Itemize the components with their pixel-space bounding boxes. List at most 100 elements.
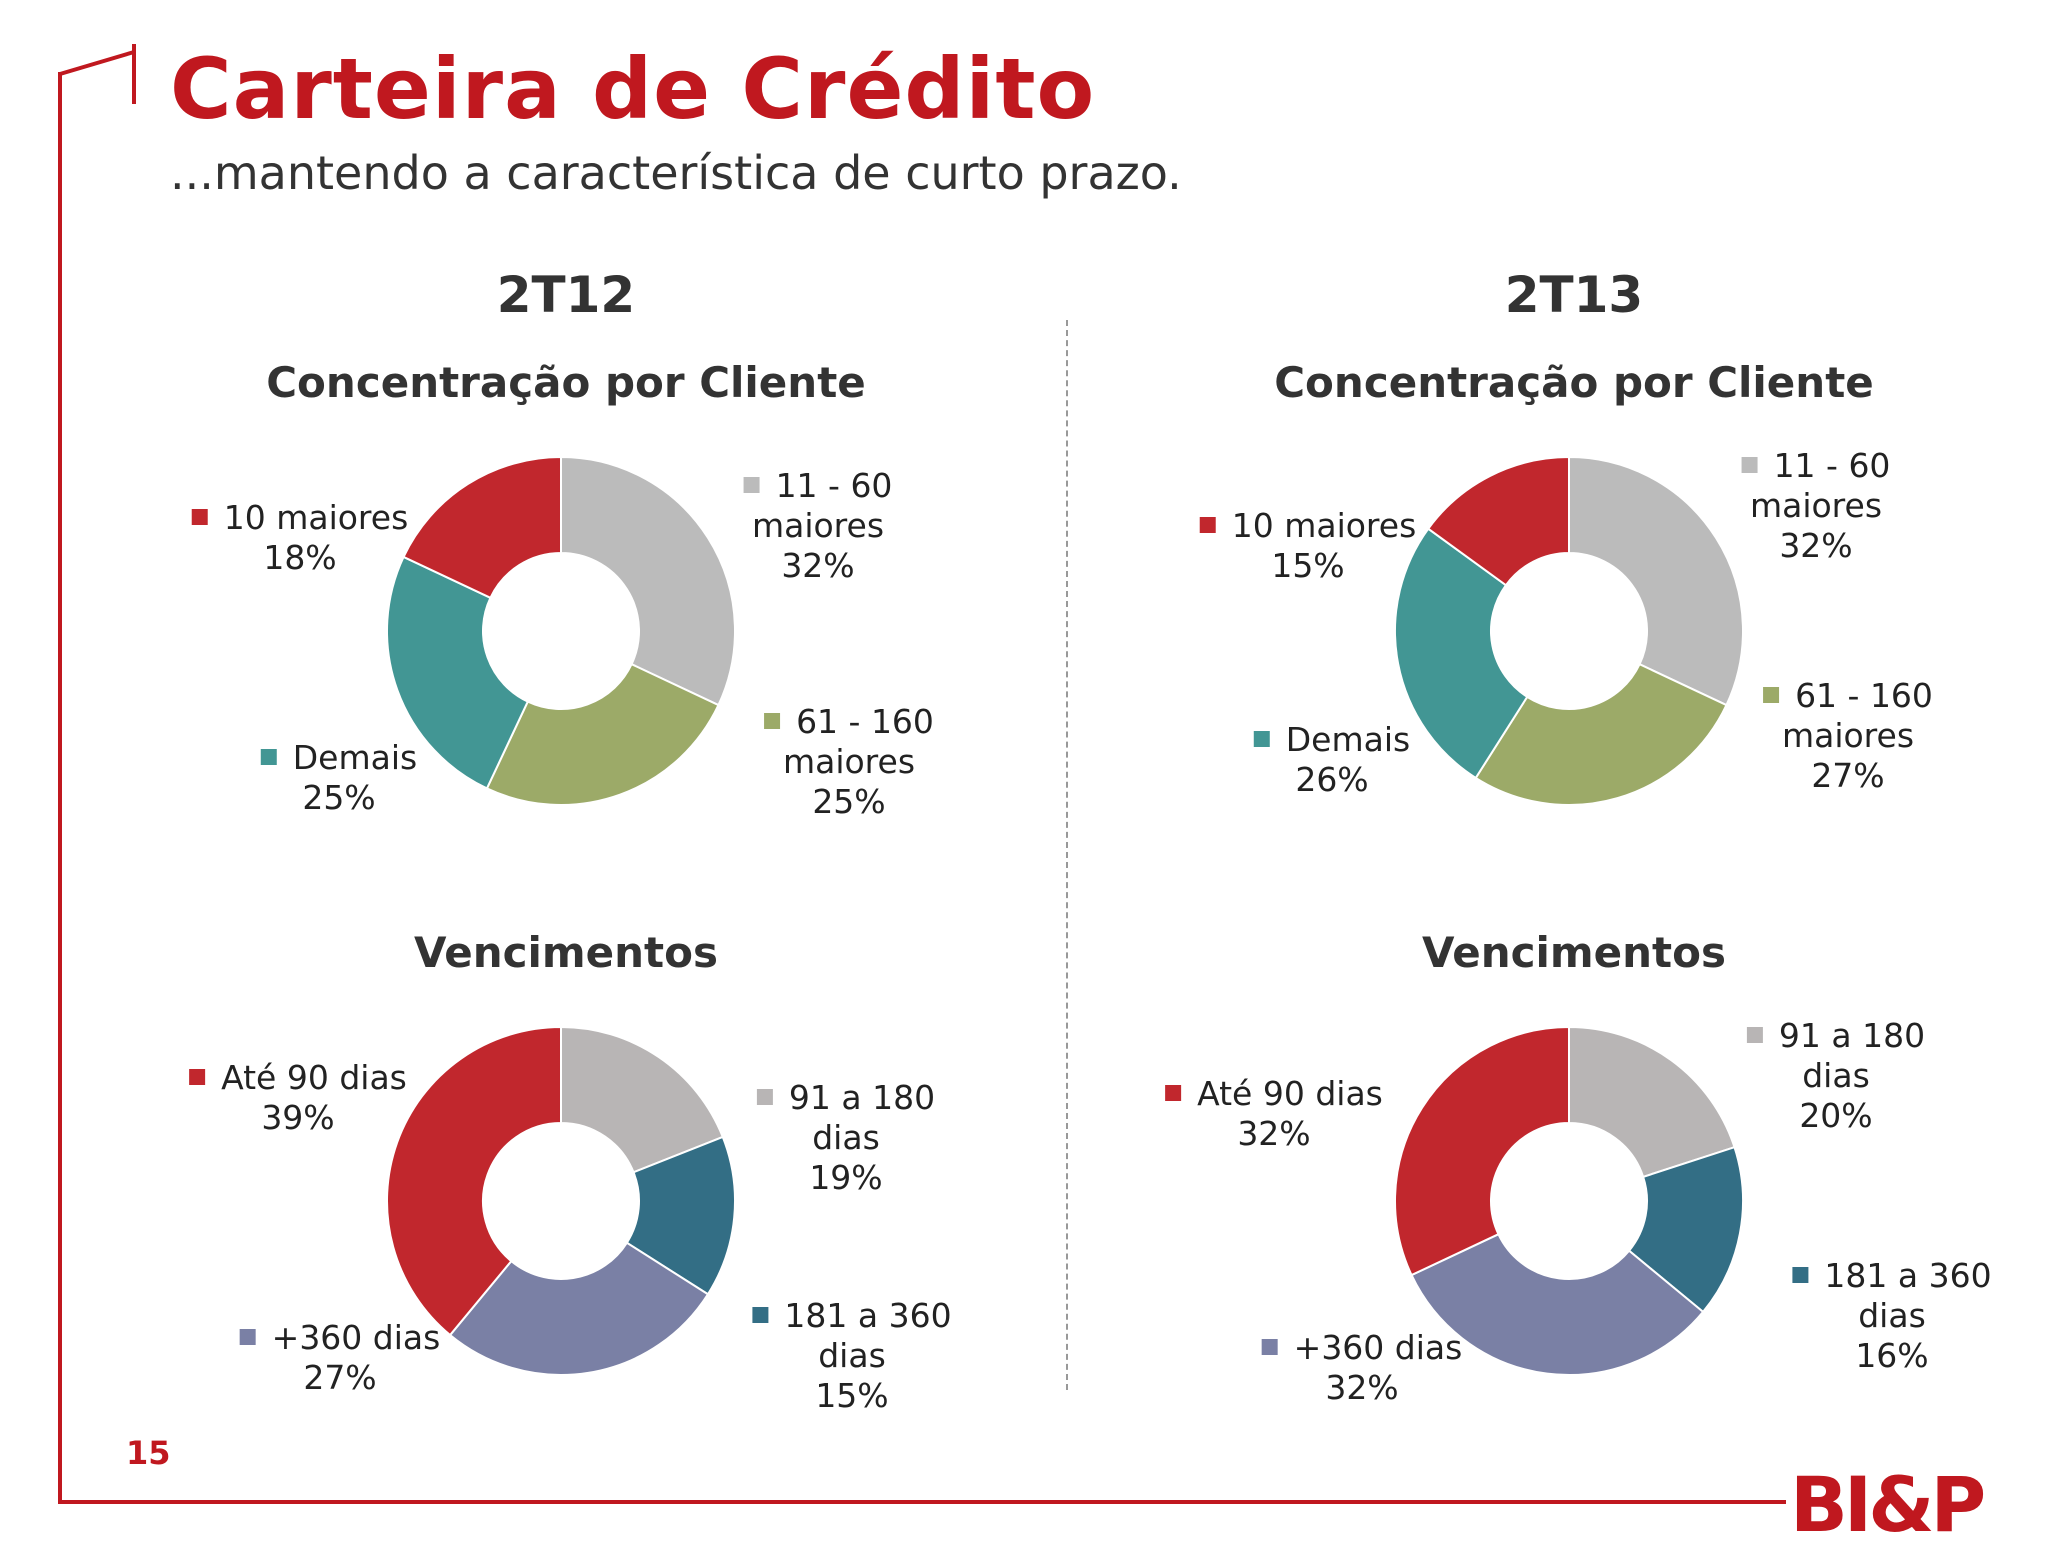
slice-label-text: 61 - 160 (796, 702, 934, 741)
slice-label: 61 - 160 maiores 25% (764, 702, 934, 822)
slice-value: 39% (261, 1098, 335, 1137)
donut-slice (1394, 527, 1529, 780)
slice-value: 25% (302, 778, 376, 817)
slice-label-text: 181 a 360 (1824, 1256, 1992, 1295)
slice-label-line: Até 90 dias (1165, 1074, 1383, 1114)
slice-value: 20% (1799, 1096, 1873, 1135)
period-heading-2t12: 2T12 (496, 266, 636, 324)
slice-label-line: dias (757, 1118, 935, 1158)
page-number: 15 (126, 1434, 171, 1472)
slice-label: 91 a 180 dias 20% (1746, 1016, 1926, 1136)
donut-slice (485, 662, 720, 806)
slice-value: 32% (1325, 1368, 1399, 1407)
slice-label-text: Até 90 dias (1197, 1074, 1383, 1113)
slice-label: +360 dias 27% (239, 1318, 441, 1398)
frame-bottom-line (58, 1500, 1786, 1504)
slice-label: 181 a 360 dias 15% (752, 1296, 952, 1416)
donut-slice (1474, 662, 1728, 806)
slice-label: Demais 25% (260, 738, 418, 818)
slice-label-text: 10 maiores (1231, 506, 1417, 545)
slice-label-text: Demais (292, 738, 418, 777)
slice-value: 25% (812, 782, 886, 821)
donut-chart-vencimentos-2t13 (1394, 1025, 1744, 1376)
slice-value: 16% (1855, 1336, 1929, 1375)
slice-label-text: maiores (1749, 486, 1883, 525)
slice-label-text: dias (1858, 1296, 1926, 1335)
slice-label-line: dias (1747, 1056, 1925, 1096)
slice-label-text: maiores (782, 742, 916, 781)
slice-label-line: Demais (1253, 720, 1411, 760)
frame-corner-icon (59, 44, 136, 104)
legend-swatch-icon (1165, 1085, 1182, 1101)
slice-label: 11 - 60 maiores 32% (1741, 446, 1891, 566)
page-title: Carteira de Crédito (170, 40, 1096, 138)
slice-label: +360 dias 32% (1261, 1328, 1462, 1408)
donut-slice (560, 1025, 725, 1174)
slice-label-text: 181 a 360 (784, 1296, 952, 1335)
slice-label-line: 181 a 360 (1792, 1256, 1992, 1296)
legend-swatch-icon (1792, 1267, 1809, 1283)
slice-value: 19% (809, 1158, 883, 1197)
slice-label-line: Demais (260, 738, 418, 778)
slice-label-line: 11 - 60 (743, 466, 893, 506)
period-heading-2t13: 2T13 (1504, 266, 1644, 324)
slice-label: 11 - 60 maiores 32% (743, 466, 893, 586)
donut-slice (386, 1025, 562, 1337)
legend-swatch-icon (1261, 1339, 1278, 1355)
slice-label: 91 a 180 dias 19% (756, 1078, 935, 1198)
legend-swatch-icon (743, 477, 760, 493)
slice-value: 32% (781, 546, 855, 585)
slice-value: 26% (1295, 760, 1369, 799)
slice-label: 10 maiores 15% (1199, 506, 1417, 586)
donut-slice (402, 455, 562, 600)
legend-swatch-icon (1253, 731, 1270, 747)
legend-swatch-icon (189, 1069, 206, 1085)
slice-label: Até 90 dias 39% (189, 1058, 407, 1138)
slice-label-line: 10 maiores (1199, 506, 1417, 546)
legend-swatch-icon (1741, 457, 1758, 473)
donut-slice (386, 555, 530, 790)
slice-label-line: +360 dias (1261, 1328, 1462, 1368)
slice-label: Demais 26% (1253, 720, 1411, 800)
legend-swatch-icon (239, 1329, 256, 1345)
slice-label-line: maiores (1742, 486, 1891, 526)
donut-slice (1627, 1145, 1744, 1314)
donut-chart-concentracao-2t12 (386, 455, 736, 806)
chart-title-concentracao-2t13: Concentração por Cliente (1274, 358, 1874, 407)
donut-slice (1410, 1232, 1705, 1376)
page-subtitle: ...mantendo a característica de curto pr… (170, 146, 1182, 200)
slice-value: 32% (1779, 526, 1853, 565)
legend-swatch-icon (752, 1307, 769, 1323)
chart-title-concentracao-2t12: Concentração por Cliente (266, 358, 866, 407)
legend-swatch-icon (1763, 687, 1780, 703)
slice-value: 18% (263, 538, 337, 577)
slice-label-line: dias (752, 1336, 951, 1376)
slice-label-line: dias (1792, 1296, 1991, 1336)
slice-value: 32% (1237, 1114, 1311, 1153)
slice-label-text: +360 dias (271, 1318, 441, 1357)
slice-label-text: dias (812, 1118, 880, 1157)
slice-label-text: dias (818, 1336, 886, 1375)
chart-title-vencimentos-2t13: Vencimentos (1422, 928, 1726, 977)
slice-label-line: 91 a 180 (756, 1078, 935, 1118)
slice-label-line: maiores (744, 506, 893, 546)
slice-label-line: 10 maiores (191, 498, 408, 538)
slice-label-text: 11 - 60 (775, 466, 893, 505)
donut-slice (1394, 1025, 1570, 1277)
slice-value: 27% (1811, 756, 1885, 795)
slice-label-text: Demais (1285, 720, 1411, 759)
slice-label-line: Até 90 dias (189, 1058, 407, 1098)
slice-label-line: 181 a 360 (752, 1296, 952, 1336)
donut-chart-vencimentos-2t12 (386, 1025, 736, 1376)
slice-label: 181 a 360 dias 16% (1792, 1256, 1992, 1376)
chart-title-vencimentos-2t12: Vencimentos (414, 928, 718, 977)
slice-label-text: dias (1802, 1056, 1870, 1095)
donut-slice (625, 1135, 736, 1296)
donut-slice (1568, 1025, 1736, 1179)
slice-label: 61 - 160 maiores 27% (1763, 676, 1933, 796)
donut-slice (560, 455, 736, 707)
slice-label-text: 11 - 60 (1773, 446, 1891, 485)
donut-chart-concentracao-2t13 (1394, 455, 1744, 806)
slice-label-text: 91 a 180 (1778, 1016, 1926, 1055)
slice-value: 15% (1271, 546, 1345, 585)
